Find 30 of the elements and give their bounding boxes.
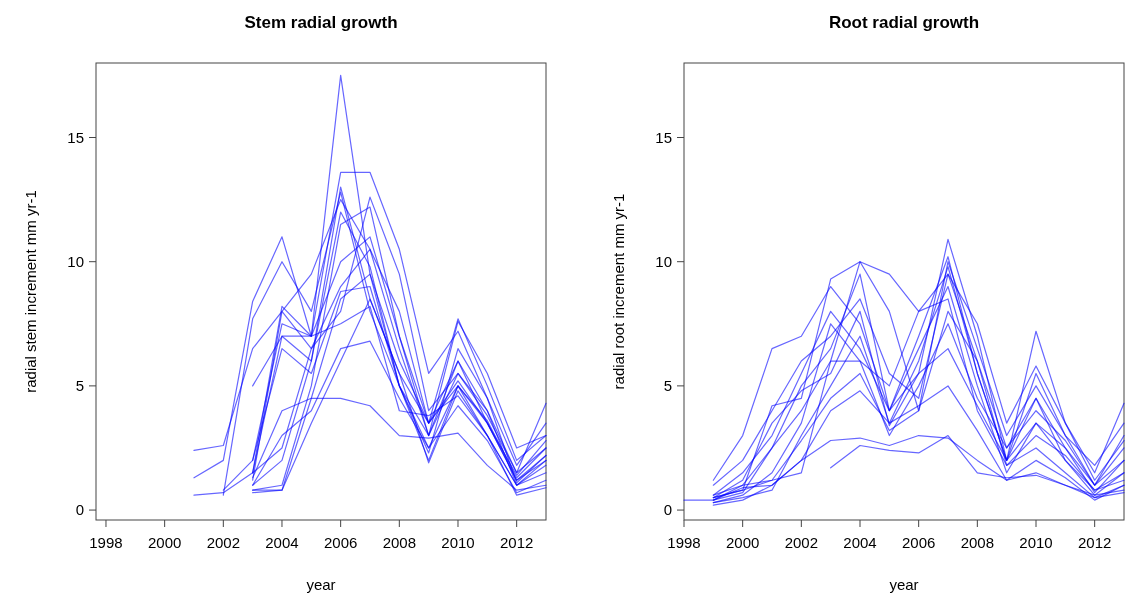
chart-title: Stem radial growth [244, 13, 398, 32]
y-tick-label: 0 [663, 501, 672, 519]
x-axis-title: year [306, 576, 336, 593]
x-axis-title: year [889, 576, 919, 593]
x-tick-label: 2006 [901, 534, 936, 551]
x-tick-label: 2002 [784, 534, 819, 551]
y-tick-label: 15 [67, 128, 84, 146]
x-tick-label: 1998 [89, 534, 123, 551]
x-tick-label: 2000 [725, 534, 760, 551]
y-tick-label: 10 [655, 252, 672, 270]
x-tick-label: 2002 [206, 534, 240, 551]
x-tick-label: 2012 [1077, 534, 1112, 551]
x-tick-label: 1998 [667, 534, 701, 551]
x-tick-label: 2008 [960, 534, 995, 551]
y-tick-label: 15 [655, 128, 672, 146]
y-tick-label: 10 [67, 252, 84, 270]
y-axis-title: radial stem increment mm yr-1 [22, 190, 39, 393]
x-tick-label: 2010 [441, 534, 475, 551]
x-tick-label: 2012 [499, 534, 534, 551]
x-tick-label: 2010 [1019, 534, 1053, 551]
y-tick-label: 5 [663, 376, 672, 394]
chart-title: Root radial growth [828, 13, 980, 32]
x-tick-label: 2006 [323, 534, 358, 551]
x-tick-label: 2000 [147, 534, 182, 551]
y-axis-title: radial root increment mm yr-1 [610, 193, 627, 390]
x-tick-label: 2004 [843, 534, 877, 551]
y-tick-label: 5 [75, 376, 84, 394]
y-tick-label: 0 [75, 501, 84, 519]
x-tick-label: 2004 [265, 534, 299, 551]
x-tick-label: 2008 [382, 534, 417, 551]
